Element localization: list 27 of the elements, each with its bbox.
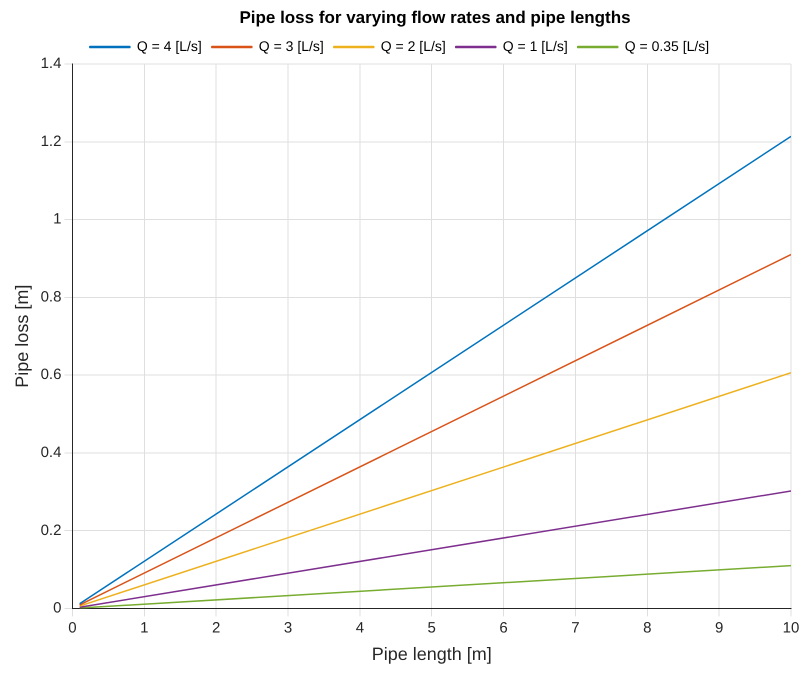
- x-tick-label: 9: [714, 620, 724, 637]
- y-axis-title: Pipe loss [m]: [12, 284, 32, 388]
- y-tick-label: 0.6: [40, 366, 62, 384]
- chart-title: Pipe loss for varying flow rates and pipe lengths: [238, 8, 632, 28]
- x-tick-label: 10: [782, 620, 800, 637]
- y-tick-label: 0: [53, 600, 62, 617]
- x-tick-label: 2: [212, 620, 220, 637]
- legend-label: Q = 3 [L/s]: [258, 38, 324, 54]
- legend-label: Q = 2 [L/s]: [380, 38, 446, 54]
- legend-label: Q = 4 [L/s]: [136, 38, 202, 54]
- legend-label: Q = 0.35 [L/s]: [624, 38, 710, 54]
- x-tick-label: 0: [68, 620, 77, 637]
- x-tick-label: 5: [428, 620, 436, 637]
- x-tick-label: 6: [499, 620, 508, 637]
- y-tick-label: 0.4: [40, 444, 62, 461]
- y-tick-label: 1: [53, 210, 62, 228]
- y-tick-label: 0.2: [40, 522, 62, 539]
- y-tick-label: 1.4: [40, 55, 62, 72]
- x-tick-label: 4: [356, 620, 364, 637]
- y-tick-label: 0.8: [40, 288, 62, 306]
- x-tick-label: 1: [140, 620, 148, 637]
- y-tick-label: 1.2: [40, 132, 62, 150]
- x-tick-label: 7: [571, 620, 580, 637]
- x-tick-label: 8: [643, 620, 652, 637]
- x-axis-title: Pipe length [m]: [372, 644, 492, 664]
- legend-label: Q = 1 [L/s]: [502, 38, 568, 54]
- x-tick-label: 3: [284, 620, 292, 637]
